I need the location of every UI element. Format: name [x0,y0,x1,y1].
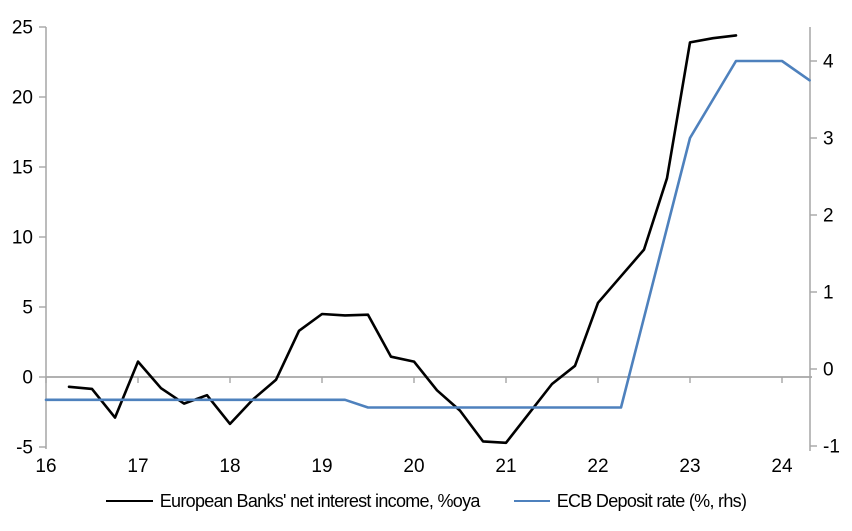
svg-text:4: 4 [823,52,834,73]
x-axis-labels: 16 17 18 19 20 21 22 23 24 [35,456,793,477]
left-axis-ticks: 25 20 15 10 5 0 -5 [12,18,46,459]
svg-text:1: 1 [823,283,834,304]
right-axis-ticks: 4 3 2 1 0 -1 [810,52,840,458]
legend: European Banks' net interest income, %oy… [0,489,852,513]
legend-label-ecb-deposit-rate: ECB Deposit rate (%, rhs) [556,491,747,511]
svg-text:2: 2 [823,206,834,227]
svg-text:18: 18 [219,456,240,477]
svg-text:15: 15 [12,158,33,179]
svg-text:24: 24 [771,456,793,477]
svg-text:25: 25 [12,18,33,39]
svg-text:16: 16 [35,456,56,477]
svg-text:22: 22 [587,456,608,477]
svg-text:-5: -5 [16,438,33,459]
svg-text:10: 10 [12,228,33,249]
svg-text:19: 19 [311,456,332,477]
legend-item-net-interest-income: European Banks' net interest income, %oy… [105,489,481,513]
svg-text:0: 0 [22,368,33,389]
black-line-swatch-icon [105,500,153,502]
svg-text:3: 3 [823,129,834,150]
legend-item-ecb-deposit-rate: ECB Deposit rate (%, rhs) [513,489,747,513]
blue-line-swatch-icon [513,500,550,502]
svg-text:20: 20 [12,88,33,109]
series-line-0 [67,34,738,445]
svg-text:17: 17 [127,456,148,477]
svg-text:21: 21 [495,456,516,477]
legend-label-net-interest-income: European Banks' net interest income, %oy… [159,491,481,511]
svg-text:5: 5 [22,298,33,319]
svg-text:0: 0 [823,360,834,381]
svg-text:23: 23 [679,456,700,477]
svg-text:20: 20 [403,456,424,477]
series-line-1 [44,59,811,409]
svg-text:-1: -1 [823,437,840,458]
